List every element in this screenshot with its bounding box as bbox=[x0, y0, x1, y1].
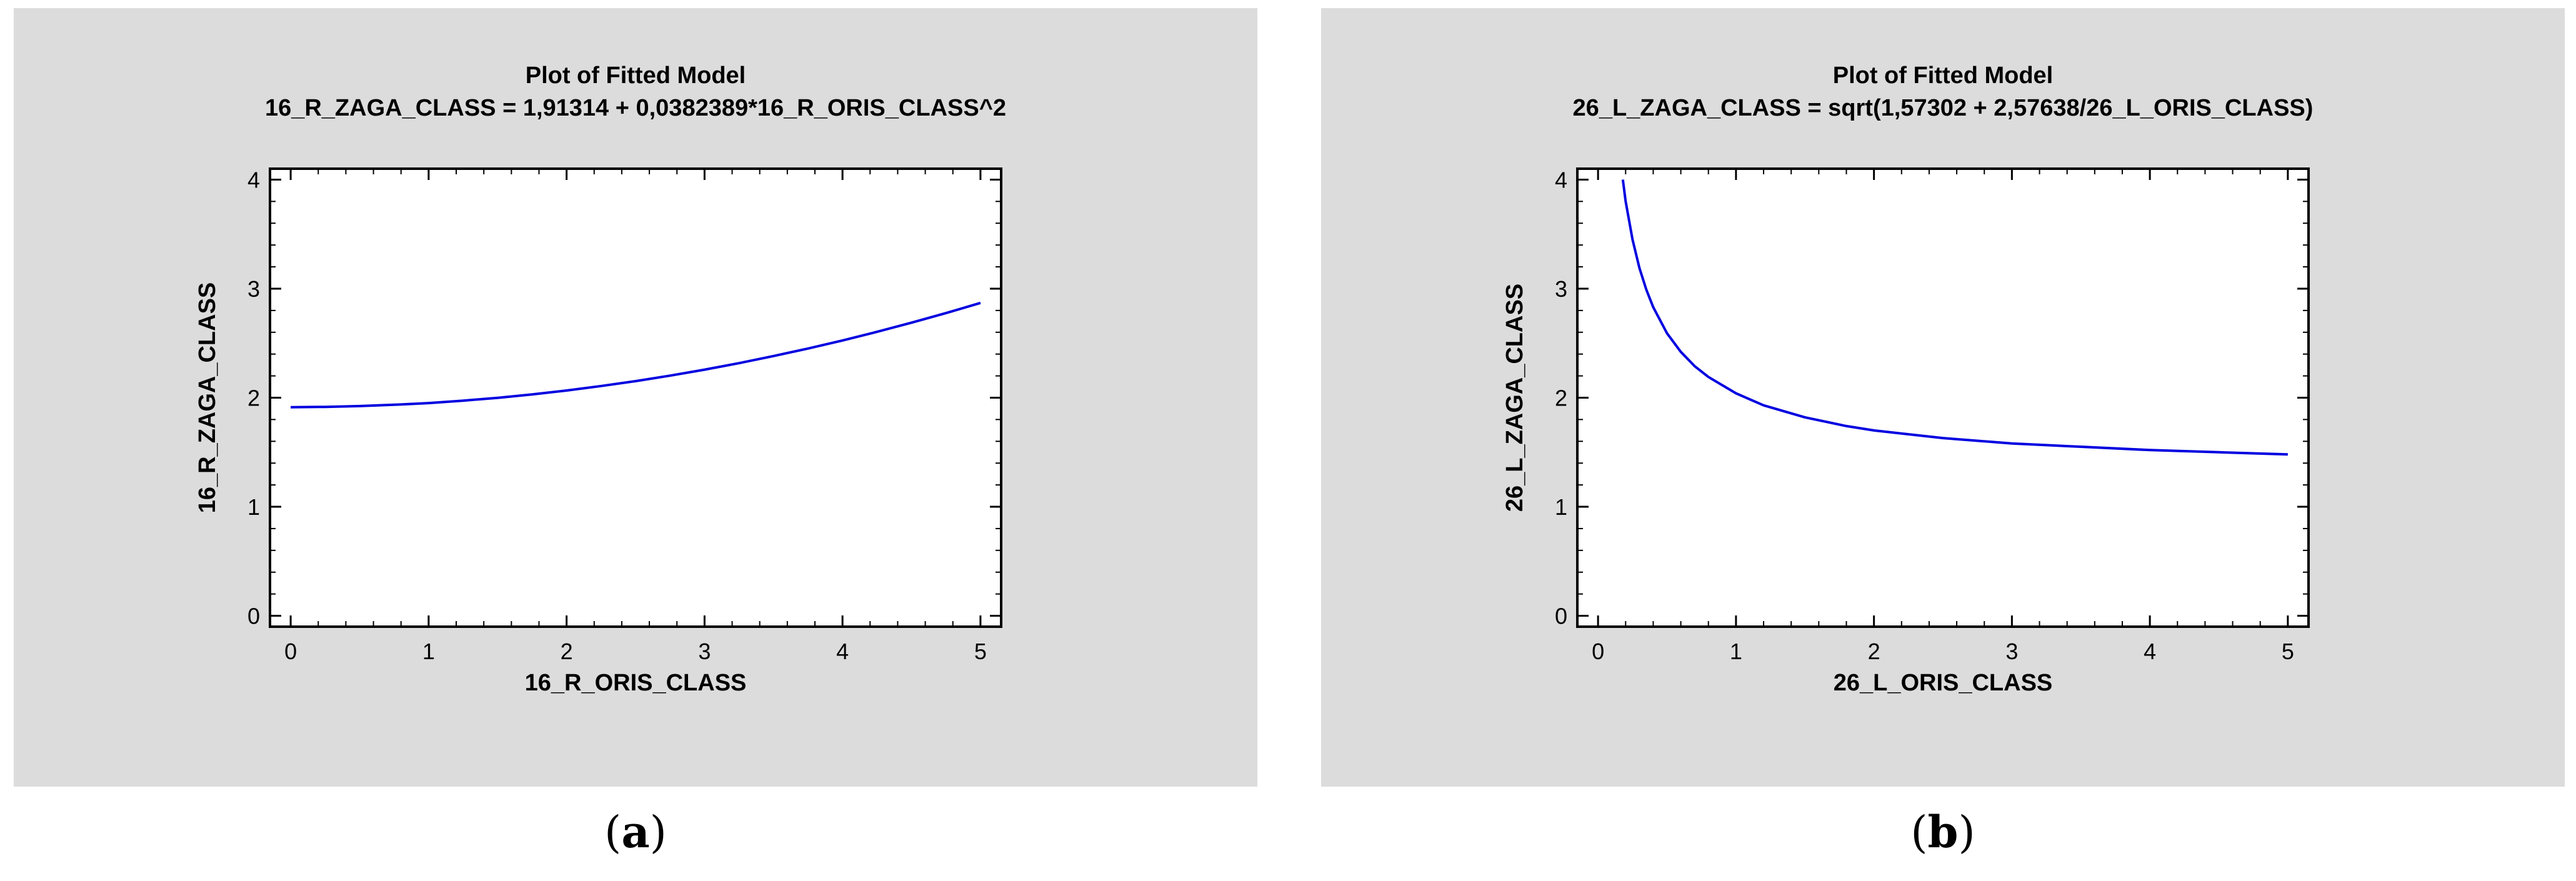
x-axis-label: 26_L_ORIS_CLASS bbox=[1834, 670, 2053, 696]
y-tick-label: 1 bbox=[1555, 494, 1567, 520]
y-tick-label: 2 bbox=[247, 386, 260, 411]
x-tick-label: 0 bbox=[1592, 639, 1604, 664]
caption-close-paren: ) bbox=[1958, 807, 1975, 858]
caption-letter: a bbox=[621, 806, 650, 858]
caption-letter: b bbox=[1927, 806, 1959, 858]
y-tick-label: 1 bbox=[247, 494, 260, 520]
y-tick-label: 0 bbox=[1555, 604, 1567, 629]
chart-panel-a: Plot of Fitted Model 16_R_ZAGA_CLASS = 1,… bbox=[14, 8, 1257, 787]
x-tick-label: 3 bbox=[698, 639, 711, 664]
fitted-curve-line bbox=[291, 301, 981, 409]
y-tick-label: 3 bbox=[247, 276, 260, 302]
panel-caption-b: (b) bbox=[1321, 806, 2565, 858]
chart-subtitle: 16_R_ZAGA_CLASS = 1,91314 + 0,0382389*16… bbox=[265, 95, 1006, 121]
chart-subtitle: 26_L_ZAGA_CLASS = sqrt(1,57302 + 2,57638… bbox=[1573, 95, 2314, 121]
x-tick-label: 2 bbox=[1868, 639, 1880, 664]
y-tick-label: 0 bbox=[247, 604, 260, 629]
caption-close-paren: ) bbox=[649, 807, 667, 858]
x-tick-label: 5 bbox=[2282, 639, 2294, 664]
caption-open-paren: ( bbox=[1910, 807, 1928, 858]
plot-area bbox=[1576, 167, 2310, 628]
chart-panel-b: Plot of Fitted Model 26_L_ZAGA_CLASS = sq… bbox=[1321, 8, 2565, 787]
fitted-model-plot-a: Plot of Fitted Model 16_R_ZAGA_CLASS = 1,… bbox=[194, 62, 1006, 696]
y-tick-label: 3 bbox=[1555, 276, 1567, 302]
y-tick-label: 4 bbox=[247, 167, 260, 192]
fitted-curve-line bbox=[1621, 179, 2288, 456]
x-tick-label: 3 bbox=[2005, 639, 2018, 664]
plot-area bbox=[269, 167, 1002, 628]
y-axis-label: 16_R_ZAGA_CLASS bbox=[194, 282, 221, 514]
chart-title: Plot of Fitted Model bbox=[526, 62, 746, 89]
y-tick-label: 2 bbox=[1555, 386, 1567, 411]
x-tick-label: 5 bbox=[974, 639, 987, 664]
x-tick-label: 2 bbox=[561, 639, 573, 664]
chart-title: Plot of Fitted Model bbox=[1833, 62, 2054, 89]
caption-open-paren: ( bbox=[604, 807, 622, 858]
fitted-model-plot-b: Plot of Fitted Model 26_L_ZAGA_CLASS = sq… bbox=[1502, 62, 2314, 696]
x-tick-label: 1 bbox=[422, 639, 435, 664]
x-axis-label: 16_R_ORIS_CLASS bbox=[525, 670, 747, 696]
x-tick-label: 4 bbox=[2144, 639, 2156, 664]
x-tick-label: 1 bbox=[1730, 639, 1742, 664]
x-tick-label: 0 bbox=[284, 639, 297, 664]
y-tick-label: 4 bbox=[1555, 167, 1567, 192]
x-tick-label: 4 bbox=[836, 639, 849, 664]
y-axis-label: 26_L_ZAGA_CLASS bbox=[1502, 284, 1528, 512]
panel-caption-a: (a) bbox=[14, 806, 1257, 858]
